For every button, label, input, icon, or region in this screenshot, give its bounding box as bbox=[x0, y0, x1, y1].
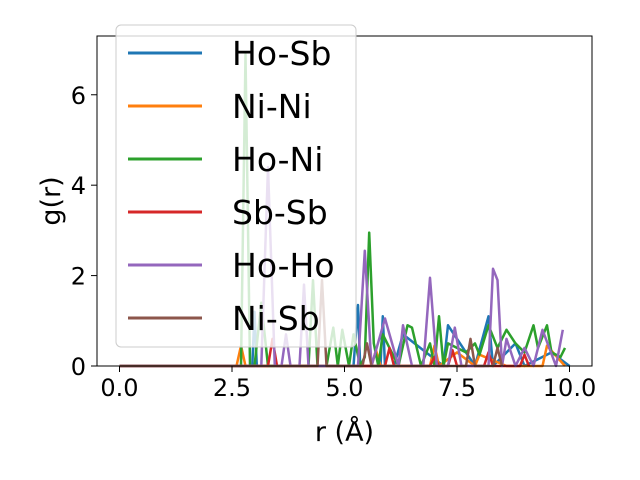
legend-label: Sb-Sb bbox=[232, 193, 328, 232]
x-tick-label: 0.0 bbox=[100, 374, 138, 402]
x-tick-label: 5.0 bbox=[325, 374, 363, 402]
y-tick-label: 0 bbox=[71, 353, 86, 381]
legend-label: Ni-Sb bbox=[232, 299, 320, 338]
y-tick-label: 2 bbox=[71, 263, 86, 291]
legend-label: Ho-Ho bbox=[232, 246, 335, 285]
x-tick-label: 2.5 bbox=[213, 374, 251, 402]
x-axis-ticks: 0.0 2.5 5.0 7.5 10.0 bbox=[100, 366, 596, 402]
x-axis-title: r (Å) bbox=[315, 416, 374, 448]
y-axis-title: g(r) bbox=[36, 176, 67, 225]
legend-label: Ho-Sb bbox=[232, 34, 331, 73]
legend-label: Ni-Ni bbox=[232, 87, 312, 126]
x-tick-label: 7.5 bbox=[438, 374, 476, 402]
y-tick-label: 4 bbox=[71, 172, 86, 200]
legend: Ho-Sb Ni-Ni Ho-Ni Sb-Sb Ho-Ho Ni-Sb bbox=[115, 24, 357, 348]
legend-label: Ho-Ni bbox=[232, 140, 323, 179]
y-axis-ticks: 0 2 4 6 bbox=[71, 82, 97, 381]
y-tick-label: 6 bbox=[71, 82, 86, 110]
x-tick-label: 10.0 bbox=[543, 374, 596, 402]
